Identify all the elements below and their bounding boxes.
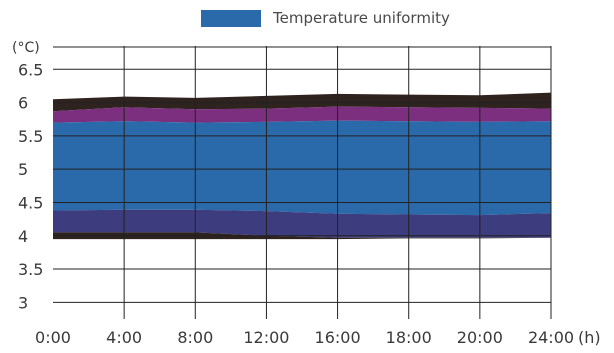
y-tick-label: 4.5 (18, 193, 43, 212)
y-tick-label: 3 (18, 293, 28, 312)
x-tick-label: 4:00 (106, 328, 142, 347)
x-tick-label: 24:00 (528, 328, 574, 347)
x-tick-label: 0:00 (35, 328, 71, 347)
y-tick-label: 5.5 (18, 127, 43, 146)
y-tick-label: 5 (18, 160, 28, 179)
gridlines (53, 46, 552, 319)
band-upper-edge (53, 92, 551, 112)
band-lower-edge (53, 232, 551, 240)
band-temperature-uniformity (53, 120, 551, 216)
x-unit-label: (h) (578, 328, 601, 347)
band-indigo (53, 209, 551, 238)
y-axis-labels: (°C) 6.5 6 5.5 5 4.5 4 3.5 3 (12, 40, 43, 312)
x-tick-label: 12:00 (243, 328, 289, 347)
legend-label: Temperature uniformity (273, 9, 450, 27)
x-tick-label: 20:00 (457, 328, 503, 347)
y-unit-label: (°C) (12, 40, 40, 56)
x-tick-label: 8:00 (177, 328, 213, 347)
y-tick-label: 6 (18, 94, 28, 113)
legend-swatch (201, 9, 261, 27)
y-tick-label: 4 (18, 227, 28, 246)
x-tick-label: 16:00 (315, 328, 361, 347)
band-purple (53, 106, 551, 123)
y-tick-label: 3.5 (18, 260, 43, 279)
legend: Temperature uniformity (201, 7, 450, 29)
x-axis-labels: 0:00 4:00 8:00 12:00 16:00 18:00 20:00 24:00 (h) (35, 328, 601, 347)
x-tick-label: 18:00 (386, 328, 432, 347)
y-tick-label: 6.5 (18, 60, 43, 79)
series-areas (53, 92, 551, 240)
